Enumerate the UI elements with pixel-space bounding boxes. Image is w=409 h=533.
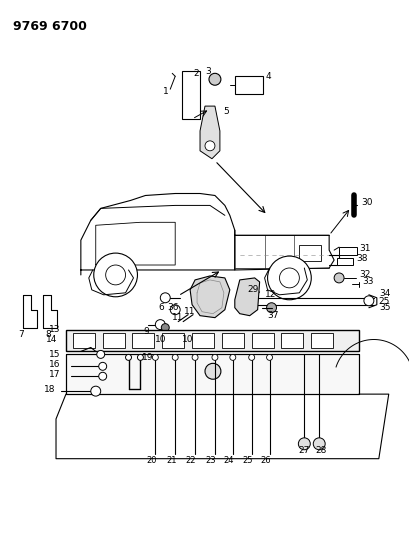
Bar [310, 333, 333, 349]
Circle shape [298, 438, 310, 450]
Bar [182, 71, 200, 119]
Circle shape [94, 253, 137, 297]
Bar [338, 247, 356, 255]
Circle shape [279, 268, 299, 288]
Text: 34: 34 [378, 289, 389, 298]
Polygon shape [200, 106, 219, 159]
Text: 38: 38 [355, 254, 366, 263]
Circle shape [204, 141, 214, 151]
Text: 18: 18 [44, 385, 56, 394]
Text: 9: 9 [143, 327, 149, 336]
Circle shape [266, 354, 272, 360]
Text: 15: 15 [49, 350, 61, 359]
Bar [132, 333, 154, 349]
Text: 11: 11 [184, 307, 195, 316]
Circle shape [155, 320, 165, 329]
Circle shape [312, 438, 324, 450]
Circle shape [90, 386, 101, 396]
Text: 30: 30 [360, 198, 371, 207]
Text: 9769 6700: 9769 6700 [13, 20, 87, 33]
Circle shape [204, 364, 220, 379]
Text: 31: 31 [358, 244, 370, 253]
Text: 35: 35 [378, 303, 389, 312]
Circle shape [106, 265, 125, 285]
Text: 19: 19 [142, 353, 153, 362]
Bar [192, 333, 213, 349]
Bar [102, 333, 124, 349]
Circle shape [161, 324, 169, 332]
Circle shape [160, 293, 170, 303]
Circle shape [137, 354, 143, 360]
Text: 21: 21 [166, 456, 176, 465]
Text: 25: 25 [242, 456, 252, 465]
Circle shape [192, 354, 198, 360]
Circle shape [363, 296, 373, 306]
Circle shape [266, 303, 276, 313]
Bar [66, 329, 358, 351]
Text: 10: 10 [155, 335, 166, 344]
Text: 6: 6 [158, 303, 164, 312]
Text: 28: 28 [315, 446, 326, 455]
Text: 20: 20 [146, 456, 156, 465]
Text: 17: 17 [49, 370, 61, 379]
Text: 26: 26 [260, 456, 270, 465]
Bar [162, 333, 184, 349]
Text: 37: 37 [267, 311, 279, 320]
Text: 25: 25 [378, 297, 389, 306]
Text: 14: 14 [46, 335, 57, 344]
Circle shape [99, 372, 106, 380]
Text: 10: 10 [182, 335, 193, 344]
Circle shape [229, 354, 235, 360]
Circle shape [170, 305, 180, 314]
Text: 11: 11 [172, 313, 183, 322]
Text: 22: 22 [185, 456, 196, 465]
Bar [299, 245, 320, 261]
Text: 2: 2 [193, 69, 198, 78]
Text: 12: 12 [264, 290, 275, 300]
Text: 27: 27 [298, 446, 309, 455]
Circle shape [152, 354, 158, 360]
Circle shape [172, 354, 178, 360]
Circle shape [267, 256, 310, 300]
Text: 13: 13 [49, 325, 61, 334]
Bar [73, 333, 94, 349]
Text: 16: 16 [49, 360, 61, 369]
Text: 4: 4 [265, 72, 270, 81]
Text: 29: 29 [247, 285, 258, 294]
Bar [234, 76, 262, 94]
Bar [221, 333, 243, 349]
Bar [281, 333, 303, 349]
Circle shape [333, 273, 343, 283]
Circle shape [97, 350, 104, 358]
Text: 1: 1 [163, 87, 169, 96]
Bar [66, 354, 358, 394]
Circle shape [125, 354, 131, 360]
Text: 7: 7 [18, 330, 24, 339]
Text: 36: 36 [167, 303, 178, 312]
Circle shape [211, 354, 217, 360]
Text: 32: 32 [358, 270, 369, 279]
Circle shape [248, 354, 254, 360]
Text: 24: 24 [223, 456, 234, 465]
Circle shape [209, 74, 220, 85]
Circle shape [99, 362, 106, 370]
Bar [251, 333, 273, 349]
Text: 23: 23 [205, 456, 216, 465]
Text: 33: 33 [361, 277, 373, 286]
Text: 3: 3 [204, 67, 210, 76]
Text: 5: 5 [222, 107, 228, 116]
Polygon shape [234, 278, 259, 316]
Bar [336, 258, 352, 265]
Text: 8: 8 [45, 330, 51, 339]
Polygon shape [190, 276, 229, 318]
